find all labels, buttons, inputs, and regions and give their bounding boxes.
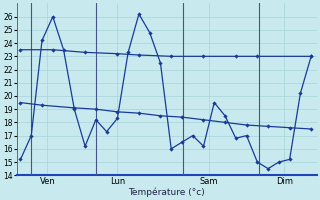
X-axis label: Température (°c): Température (°c) <box>129 187 205 197</box>
